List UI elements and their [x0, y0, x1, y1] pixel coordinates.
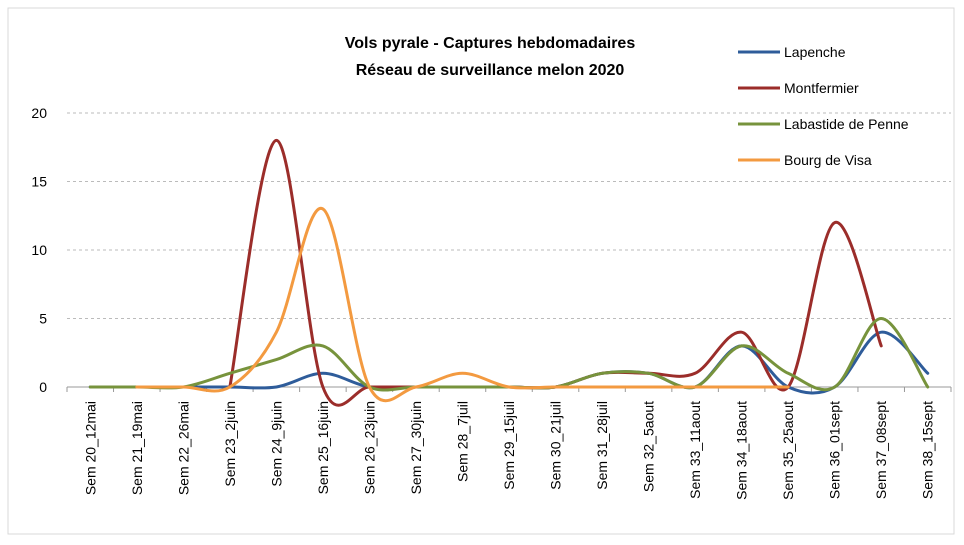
y-tick-label: 10 — [31, 242, 47, 258]
series-line — [135, 207, 790, 403]
y-tick-label: 20 — [31, 105, 47, 121]
y-tick-label: 5 — [39, 311, 47, 327]
x-tick-label: Sem 28_7juil — [454, 401, 470, 482]
x-tick-label: Sem 21_19mai — [129, 401, 145, 495]
x-tick-label: Sem 27_30juin — [408, 401, 424, 494]
x-tick-label: Sem 24_9juin — [268, 401, 284, 487]
y-tick-label: 15 — [31, 174, 47, 190]
x-tick-label: Sem 34_18aout — [734, 401, 750, 500]
x-tick-label: Sem 36_01sept — [827, 401, 843, 499]
x-tick-label: Sem 30_21juil — [548, 401, 564, 490]
legend-label: Montfermier — [784, 80, 859, 96]
x-tick-label: Sem 31_28juil — [594, 401, 610, 490]
x-tick-label: Sem 38_15sept — [920, 401, 936, 499]
legend-label: Labastide de Penne — [784, 116, 909, 132]
y-tick-label: 0 — [39, 379, 47, 395]
x-tick-label: Sem 37_08sept — [873, 401, 889, 499]
x-tick-label: Sem 35_25aout — [780, 401, 796, 500]
x-tick-label: Sem 33_11aout — [687, 401, 703, 499]
x-tick-label: Sem 22_26mai — [175, 401, 191, 495]
x-tick-label: Sem 23_2juin — [222, 401, 238, 487]
x-tick-label: Sem 20_12mai — [82, 401, 98, 495]
x-tick-label: Sem 29_15juil — [501, 401, 517, 490]
x-tick-label: Sem 32_5aout — [641, 401, 657, 492]
legend-label: Bourg de Visa — [784, 152, 872, 168]
chart-title: Vols pyrale - Captures hebdomadaires — [345, 35, 636, 52]
x-tick-label: Sem 25_16juin — [315, 401, 331, 494]
legend-label: Lapenche — [784, 44, 846, 60]
chart-title: Réseau de surveillance melon 2020 — [356, 62, 625, 79]
x-tick-label: Sem 26_23juin — [361, 401, 377, 494]
chart-border — [7, 7, 955, 535]
